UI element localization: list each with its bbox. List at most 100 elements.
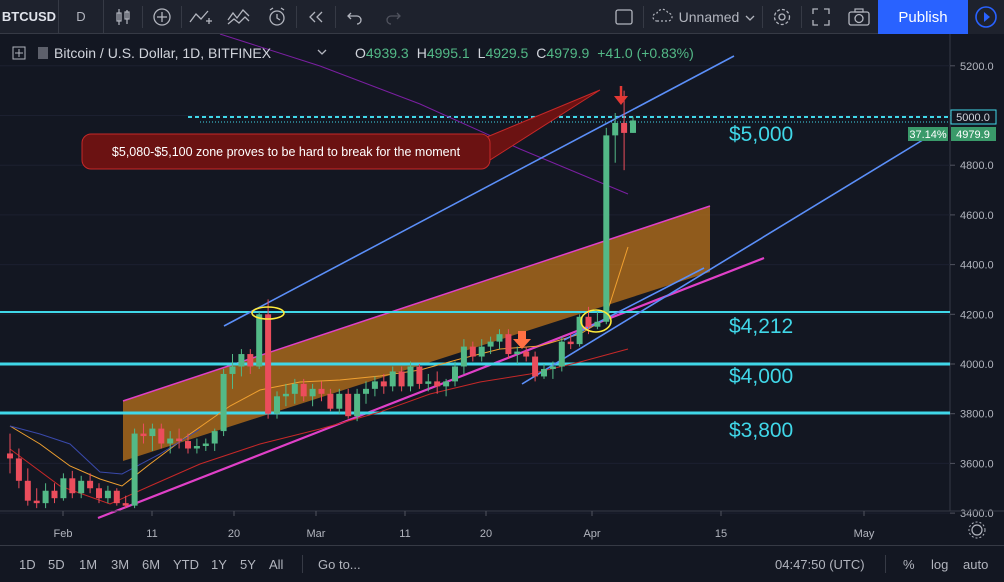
legend-chevron-icon[interactable] xyxy=(317,49,327,55)
candle-body xyxy=(621,122,628,133)
x-tick-label: Apr xyxy=(583,528,600,540)
candle-body xyxy=(220,373,227,432)
candle xyxy=(452,361,458,387)
candle-body xyxy=(113,490,120,504)
symbol-search-button[interactable]: BTCUSD xyxy=(0,0,59,34)
y-tick-label: 4600.0 xyxy=(960,210,994,222)
candle-body xyxy=(327,393,334,409)
candle-body xyxy=(487,341,494,347)
percent-scale-toggle[interactable]: % xyxy=(903,557,915,572)
publish-button[interactable]: Publish xyxy=(878,0,968,34)
candle xyxy=(514,346,521,364)
range-6m-button[interactable]: 6M xyxy=(142,557,161,572)
axis-settings-icon[interactable] xyxy=(968,521,986,539)
indicators-icon[interactable] xyxy=(220,0,258,34)
candle-body xyxy=(202,443,209,447)
candle-body xyxy=(585,316,592,327)
settings-icon[interactable] xyxy=(763,0,801,34)
last-price-badge-text: 4979.9 xyxy=(956,129,990,141)
candles-icon[interactable] xyxy=(104,0,142,34)
candle xyxy=(345,388,352,419)
candle-body xyxy=(238,354,245,367)
candle-body xyxy=(24,480,31,501)
expand-legend-icon[interactable] xyxy=(12,46,26,60)
candle-body xyxy=(594,321,601,327)
toolbar-divider xyxy=(762,5,763,28)
candle-body xyxy=(434,381,441,387)
channel-inner-line xyxy=(563,267,705,341)
play-icon[interactable] xyxy=(968,0,1004,34)
candle-body xyxy=(51,490,58,499)
range-3m-button[interactable]: 3M xyxy=(111,557,130,572)
candle-body xyxy=(363,388,369,394)
candle-body xyxy=(122,503,129,506)
candle-body xyxy=(576,316,583,345)
candle-body xyxy=(96,488,102,499)
candle-body xyxy=(389,371,396,387)
range-ytd-button[interactable]: YTD xyxy=(173,557,199,572)
toolbar-divider xyxy=(801,5,802,28)
candle-body xyxy=(505,334,512,355)
candle-body xyxy=(149,428,156,437)
candle xyxy=(185,433,191,454)
bottom-divider xyxy=(302,555,303,573)
candle-body xyxy=(460,346,467,367)
candle-body xyxy=(7,453,13,459)
candle-body xyxy=(247,354,254,367)
candle-body xyxy=(158,428,165,444)
compare-icon[interactable] xyxy=(182,0,220,34)
candle xyxy=(140,423,147,444)
fullscreen-icon[interactable] xyxy=(802,0,840,34)
candle xyxy=(541,364,547,379)
range-5d-button[interactable]: 5D xyxy=(48,557,65,572)
price-chart[interactable]: 5200.0 5000.0 4800.0 4600.0 4400.0 4200.0 4000… xyxy=(0,34,1004,545)
candle-body xyxy=(452,366,458,382)
candle xyxy=(131,428,138,509)
ma-long-line xyxy=(9,348,629,505)
candle xyxy=(274,391,280,419)
range-5y-button[interactable]: 5Y xyxy=(240,557,256,572)
range-1d-button[interactable]: 1D xyxy=(19,557,36,572)
add-indicator-icon[interactable] xyxy=(143,0,181,34)
candle xyxy=(229,354,236,389)
candle xyxy=(469,341,476,362)
dotted-line-badge-text: 5000.0 xyxy=(956,112,990,124)
candle xyxy=(24,468,31,506)
candle xyxy=(176,428,183,449)
legend: Bitcoin / U.S. Dollar, 1D, BITFINEX O493… xyxy=(12,45,694,61)
auto-scale-toggle[interactable]: auto xyxy=(963,557,989,572)
interval-button[interactable]: D xyxy=(59,0,104,34)
range-all-button[interactable]: All xyxy=(269,557,284,572)
y-tick-label: 4000.0 xyxy=(960,359,994,371)
candle xyxy=(558,336,565,372)
time-axis: Feb 11 20 Mar 11 20 Apr 15 May xyxy=(54,511,875,540)
candle-body xyxy=(345,393,352,417)
chevron-down-icon xyxy=(745,9,755,25)
range-1y-button[interactable]: 1Y xyxy=(211,557,227,572)
redo-icon[interactable] xyxy=(374,0,412,34)
snapshot-icon[interactable] xyxy=(840,0,878,34)
candle xyxy=(621,90,628,171)
clock-readout[interactable]: 04:47:50 (UTC) xyxy=(775,557,865,572)
range-1m-button[interactable]: 1M xyxy=(79,557,98,572)
candle-body xyxy=(558,341,565,367)
band-upper-line xyxy=(122,205,711,402)
band-lower-line xyxy=(97,256,765,520)
undo-icon[interactable] xyxy=(336,0,374,34)
log-scale-toggle[interactable]: log xyxy=(931,557,949,572)
layout-icon[interactable] xyxy=(605,0,643,34)
layout-name-button[interactable]: Unnamed xyxy=(644,0,762,34)
candle xyxy=(42,483,49,509)
candle xyxy=(282,383,289,407)
alert-icon[interactable] xyxy=(258,0,296,34)
candle xyxy=(247,349,254,374)
candle xyxy=(256,311,263,369)
candle xyxy=(630,116,636,133)
y-tick-label: 5200.0 xyxy=(960,61,994,73)
toolbar-divider xyxy=(181,5,182,28)
goto-button[interactable]: Go to... xyxy=(318,557,361,572)
replay-icon[interactable] xyxy=(297,0,335,34)
candle xyxy=(78,475,85,499)
candle-body xyxy=(185,441,191,449)
candle xyxy=(122,495,129,509)
